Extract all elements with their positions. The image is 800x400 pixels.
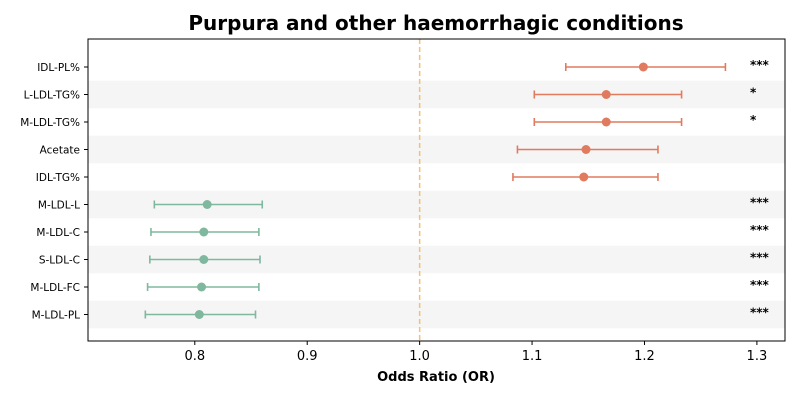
forest-row: *** [150, 223, 770, 237]
y-tick-label: M-LDL-PL [32, 310, 81, 322]
x-axis: 0.8 0.9 1.0 1.1 1.2 1.3 [184, 341, 767, 364]
forest-row: * [533, 113, 757, 127]
or-point [199, 227, 209, 237]
or-point [199, 255, 209, 264]
or-point [601, 117, 611, 127]
or-point [638, 62, 648, 72]
y-tick-label: M-LDL-TG% [20, 117, 80, 129]
x-tick-label: 1.0 [409, 349, 430, 364]
or-point [197, 282, 207, 292]
y-tick-label: M-LDL-FC [30, 282, 80, 294]
forest-row: *** [146, 278, 770, 292]
forest-row [516, 145, 659, 154]
or-point [194, 310, 204, 319]
significance-label: * [750, 113, 757, 127]
y-tick-label: Acetate [40, 145, 80, 157]
forest-row: * [533, 86, 757, 100]
forest-row: *** [144, 306, 770, 320]
significance-label: *** [750, 251, 770, 265]
y-tick-label: IDL-TG% [36, 172, 80, 184]
chart-title: Purpura and other haemorrhagic condition… [188, 11, 683, 35]
forest-row: *** [564, 58, 770, 72]
significance-label: *** [750, 58, 770, 72]
or-point [579, 172, 589, 182]
x-tick-label: 0.8 [184, 349, 205, 364]
x-axis-label: Odds Ratio (OR) [377, 370, 495, 385]
x-tick-label: 1.1 [522, 349, 543, 364]
significance-label: *** [750, 278, 770, 292]
x-tick-label: 0.9 [297, 349, 318, 364]
plot-frame [87, 38, 786, 342]
y-tick-label: L-LDL-TG% [24, 90, 80, 102]
row-band [88, 135, 785, 164]
data-marks: ******************** [144, 58, 770, 320]
significance-label: *** [750, 223, 770, 237]
x-tick-label: 1.3 [747, 349, 768, 364]
forest-row: *** [149, 251, 770, 265]
forest-row [512, 172, 659, 182]
significance-label: * [750, 86, 757, 100]
or-point [601, 90, 611, 99]
significance-label: *** [750, 306, 770, 320]
y-tick-label: IDL-PL% [37, 62, 80, 74]
y-axis: IDL-PL% L-LDL-TG% M-LDL-TG% Acetate IDL-TG% M… [20, 62, 88, 322]
significance-label: *** [750, 196, 770, 210]
x-tick-label: 1.2 [634, 349, 655, 364]
or-point [581, 145, 591, 154]
forest-row: *** [153, 196, 770, 210]
y-tick-label: M-LDL-L [38, 200, 80, 212]
y-tick-label: S-LDL-C [39, 255, 80, 267]
y-tick-label: M-LDL-C [36, 227, 80, 239]
or-point [202, 200, 212, 209]
